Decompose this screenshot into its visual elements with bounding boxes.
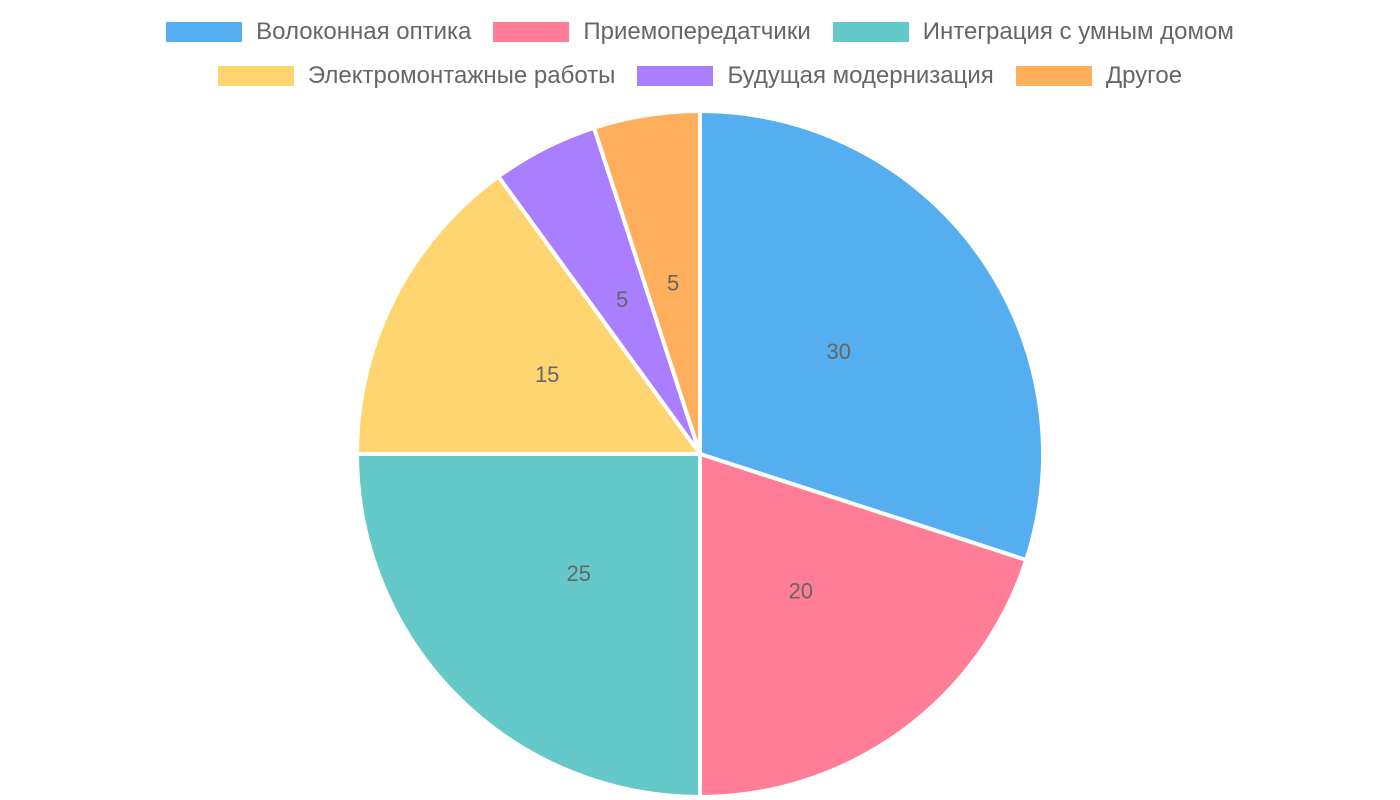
legend-label-other: Другое — [1105, 62, 1183, 89]
pie-slice-other[interactable] — [592, 109, 702, 456]
legend-item-smart-home[interactable]: Интеграция с умным домом — [832, 18, 1234, 46]
legend-item-future-upgrade[interactable]: Будущая модернизация — [637, 62, 994, 90]
legend-label-transceivers: Приемопередатчики — [583, 18, 811, 45]
legend-item-transceivers[interactable]: Приемопередатчики — [493, 18, 811, 46]
pie-slice-fiber-optics[interactable] — [698, 109, 1045, 562]
legend-swatch-smart-home — [832, 22, 909, 42]
legend-item-other[interactable]: Другое — [1015, 62, 1183, 90]
legend-row-1: Волоконная оптика Приемопередатчики Инте… — [0, 18, 1400, 46]
slice-value-label-transceivers: 20 — [789, 579, 813, 604]
slice-value-label-fiber-optics: 30 — [827, 339, 851, 364]
slice-value-label-electrical-work: 15 — [535, 362, 559, 387]
legend-swatch-other — [1015, 66, 1092, 86]
pie-slice-electrical-work[interactable] — [355, 174, 702, 456]
legend-label-electrical-work: Электромонтажные работы — [307, 62, 616, 89]
legend-swatch-transceivers — [493, 22, 570, 42]
legend-label-smart-home: Интеграция с умным домом — [922, 18, 1234, 45]
legend-swatch-fiber-optics — [166, 22, 243, 42]
legend-label-future-upgrade: Будущая модернизация — [727, 62, 994, 89]
slice-value-label-future-upgrade: 5 — [616, 287, 628, 312]
pie-slice-transceivers[interactable] — [698, 452, 1029, 799]
legend-item-fiber-optics[interactable]: Волоконная оптика — [166, 18, 471, 46]
slice-value-label-other: 5 — [667, 270, 679, 295]
legend-item-electrical-work[interactable]: Электромонтажные работы — [217, 62, 616, 90]
legend-swatch-electrical-work — [217, 66, 294, 86]
legend-row-2: Электромонтажные работы Будущая модерниз… — [0, 62, 1400, 90]
slice-value-label-smart-home: 25 — [566, 561, 590, 586]
legend-swatch-future-upgrade — [637, 66, 714, 86]
legend-label-fiber-optics: Волоконная оптика — [256, 18, 472, 45]
pie-slice-smart-home[interactable] — [355, 452, 702, 799]
